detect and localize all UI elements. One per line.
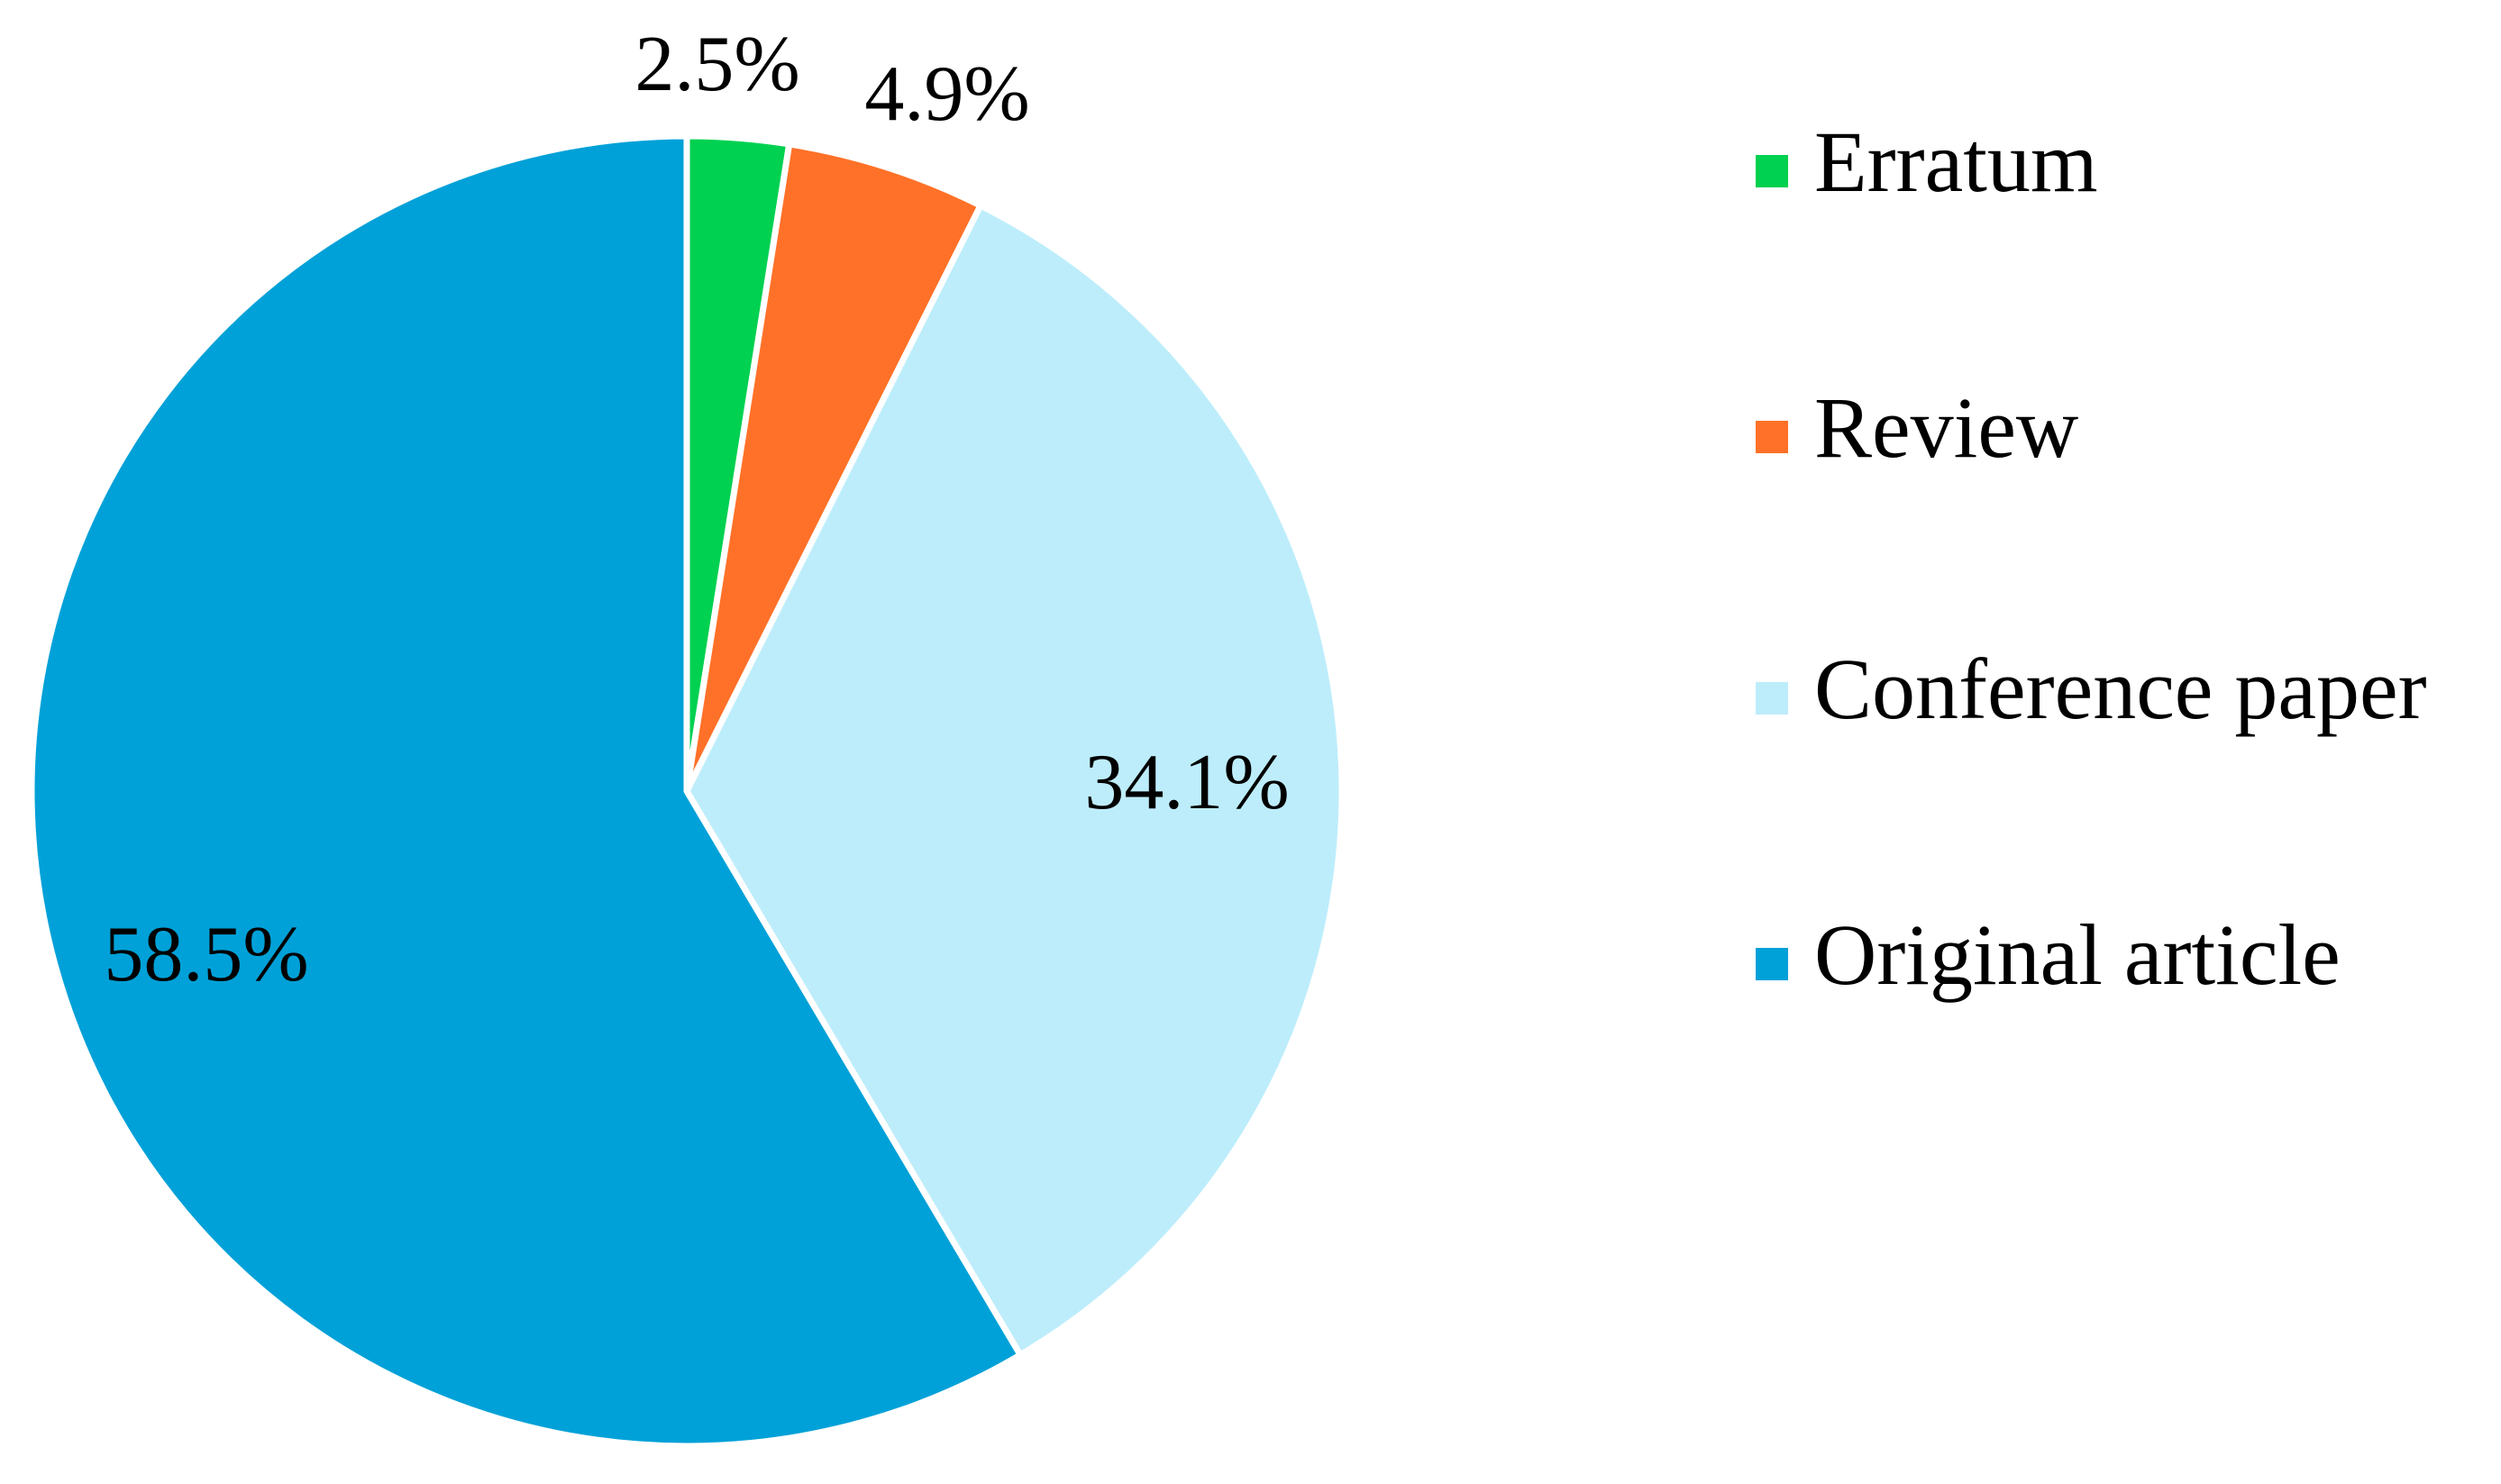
data-label-conference-paper: 34.1%: [1084, 739, 1289, 826]
legend-label-review: Review: [1814, 379, 2078, 476]
legend-marker-review: [1756, 421, 1788, 453]
pie-slice-original-article: [28, 132, 1024, 1450]
data-label-erratum: 2.5%: [634, 21, 799, 108]
legend-label-conference-paper: Conference paper: [1814, 641, 2427, 737]
data-label-original-article: 58.5%: [104, 911, 308, 998]
pie-slice-review: [683, 141, 984, 795]
legend: Erratum Review Conference paper Original ar…: [1756, 114, 2427, 1003]
data-label-review: 4.9%: [864, 50, 1029, 138]
legend-marker-erratum: [1756, 155, 1788, 187]
pie-slice-labels: 2.5% 4.9% 34.1% 58.5%: [104, 21, 1289, 998]
legend-marker-original-article: [1756, 948, 1788, 980]
legend-marker-conference-paper: [1756, 682, 1788, 715]
legend-label-erratum: Erratum: [1814, 114, 2098, 210]
legend-label-original-article: Original article: [1814, 906, 2341, 1003]
pie-slices: [28, 132, 1346, 1450]
